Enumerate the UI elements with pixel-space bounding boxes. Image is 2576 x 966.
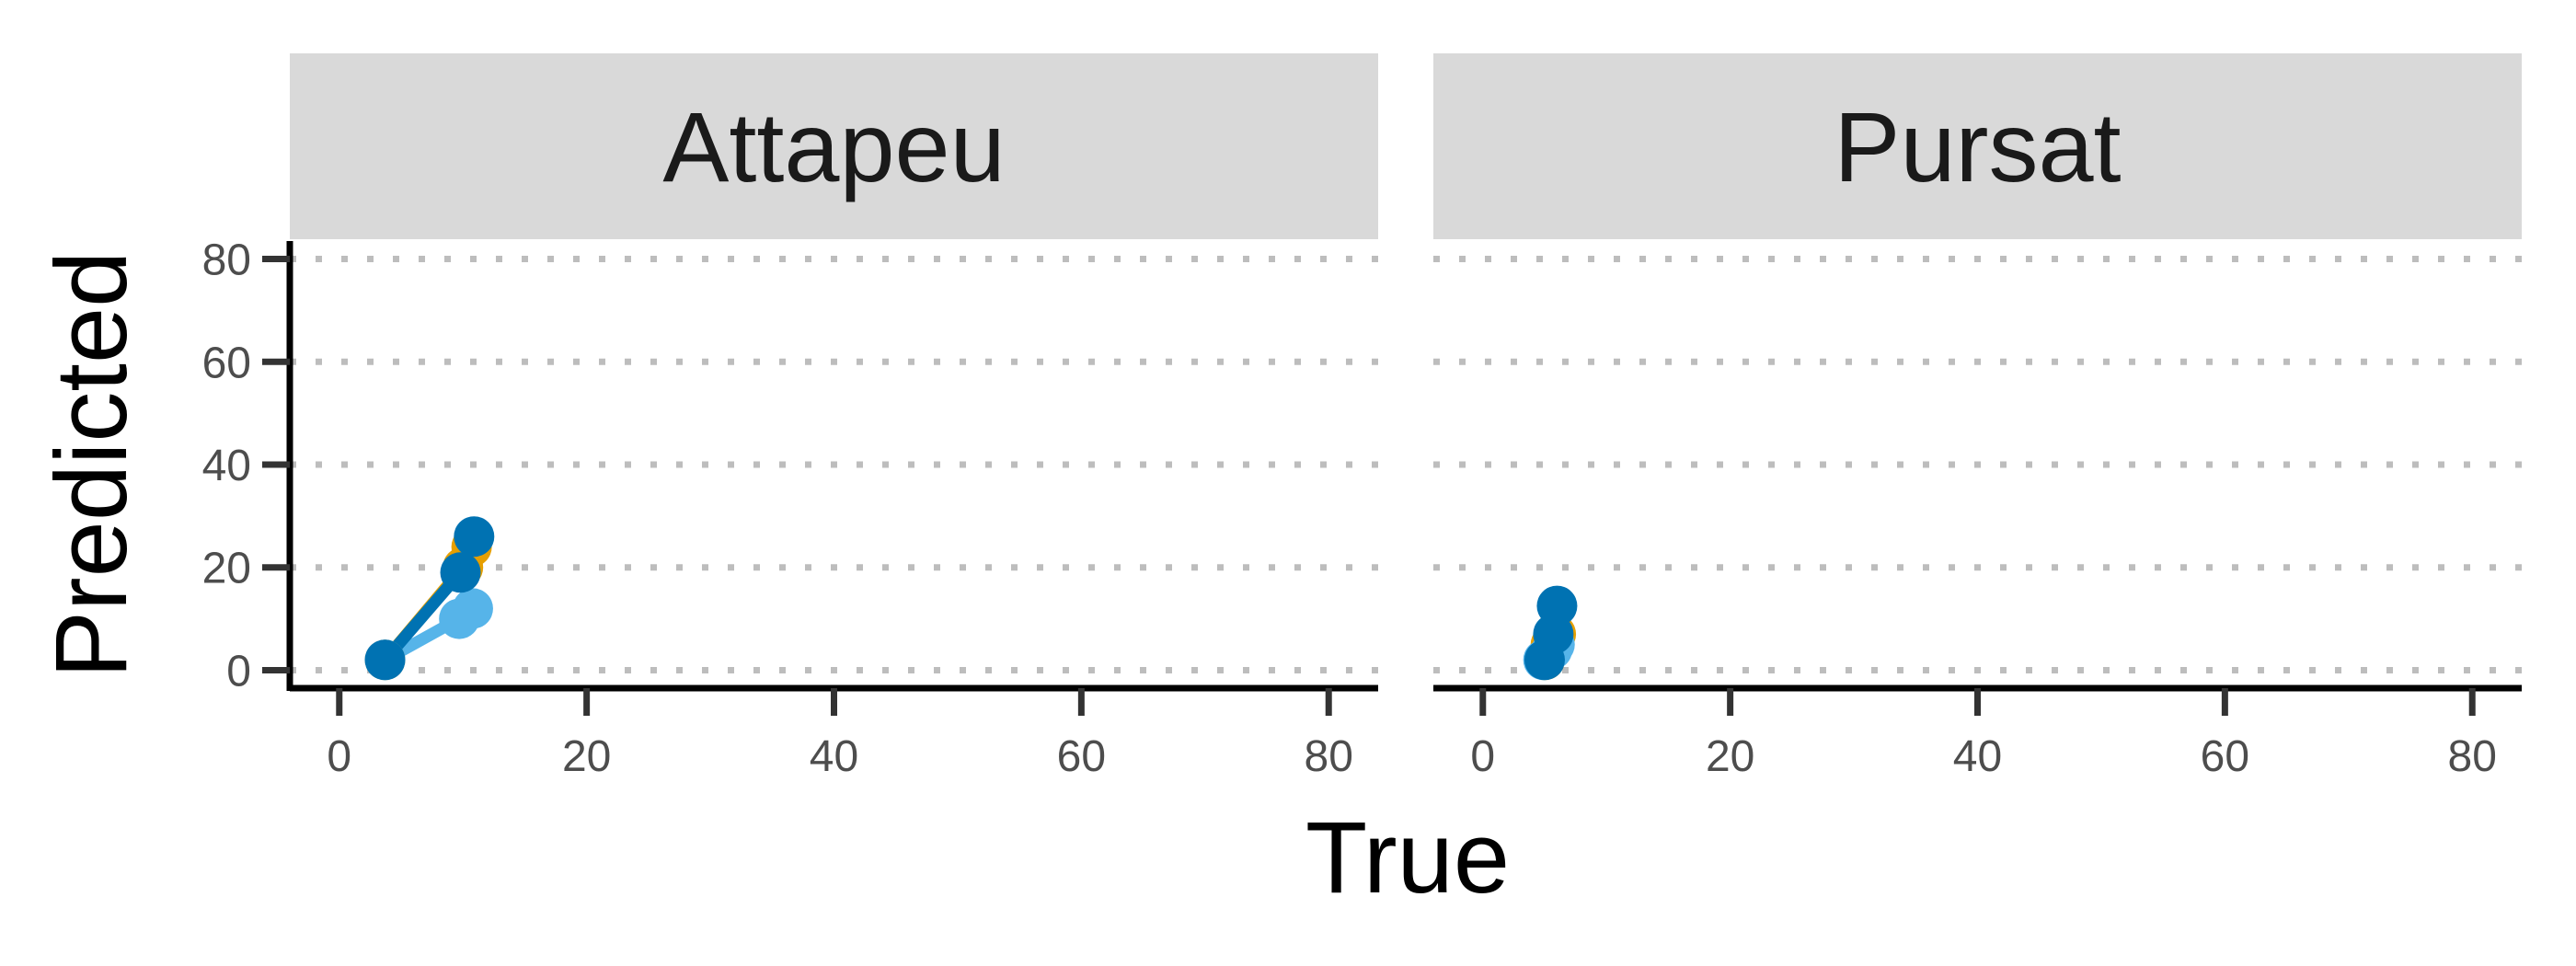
data-point [440, 552, 481, 593]
facet-strip-label: Attapeu [662, 91, 1005, 202]
panels-layer: Attapeu 0 20 40 60 80 0 20 40 60 80 Pursat 0 20 40 60 80 [202, 53, 2522, 781]
panel-attapeu: Attapeu 0 20 40 60 80 0 20 40 60 80 [202, 53, 1378, 781]
x-tick-label: 60 [1057, 732, 1106, 781]
facet-strip [290, 53, 1378, 239]
y-tick-label: 60 [202, 339, 251, 387]
x-tick-label: 40 [1953, 732, 2002, 781]
data-point [454, 516, 495, 558]
x-tick-label: 40 [810, 732, 858, 781]
data-point [1536, 585, 1578, 627]
y-tick-label: 0 [226, 647, 251, 696]
panel-pursat: Pursat 0 20 40 60 80 [1433, 53, 2522, 781]
y-tick-label: 40 [202, 442, 251, 490]
y-tick-label: 20 [202, 545, 251, 593]
x-tick-label: 60 [2201, 732, 2249, 781]
x-tick-label: 80 [1305, 732, 1353, 781]
x-tick-label: 80 [2448, 732, 2497, 781]
facet-strip [1433, 53, 2522, 239]
data-point [364, 639, 406, 681]
facet-strip-label: Pursat [1834, 91, 2121, 202]
x-tick-label: 0 [1470, 732, 1495, 781]
x-axis-title: True [1305, 801, 1510, 914]
y-axis-title: Predicted [35, 251, 148, 679]
x-tick-label: 20 [1706, 732, 1754, 781]
x-tick-label: 0 [327, 732, 351, 781]
x-tick-label: 20 [562, 732, 611, 781]
data-point [452, 588, 493, 629]
y-tick-label: 80 [202, 236, 251, 285]
